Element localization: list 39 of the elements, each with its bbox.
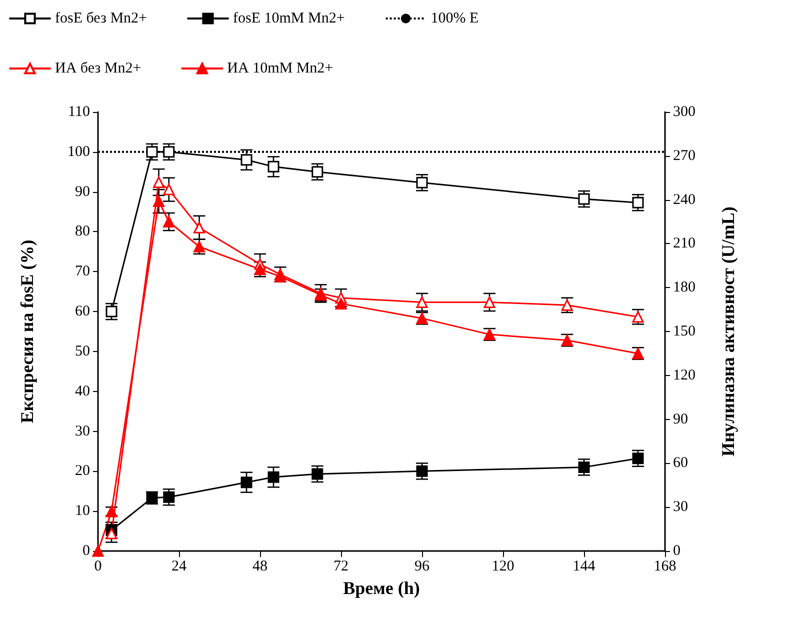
y2-tick-label: 240 bbox=[673, 192, 696, 208]
y2-tick-label: 270 bbox=[673, 148, 696, 164]
y2-tick-label: 150 bbox=[673, 324, 696, 340]
y-tick-label: 60 bbox=[75, 304, 90, 320]
y-tick-label: 90 bbox=[75, 184, 90, 200]
y-axis-title: Експресия на fosE (%) bbox=[17, 240, 37, 424]
y-tick-label: 20 bbox=[75, 463, 90, 480]
legend-label: fosE без Mn2+ bbox=[55, 10, 147, 26]
x-axis-title: Време (h) bbox=[343, 578, 420, 598]
y2-tick-label: 60 bbox=[673, 455, 688, 472]
y2-tick-label: 0 bbox=[673, 543, 680, 559]
legend-label: 100% E bbox=[430, 10, 479, 26]
x-tick-label: 48 bbox=[252, 558, 268, 574]
y2-tick-label: 30 bbox=[673, 499, 688, 516]
y-tick-label: 10 bbox=[75, 503, 90, 520]
y-tick-label: 30 bbox=[75, 423, 90, 440]
x-tick-label: 96 bbox=[414, 558, 430, 574]
y2-tick-label: 300 bbox=[673, 104, 696, 120]
y-tick-label: 100 bbox=[68, 144, 90, 160]
y2-tick-label: 120 bbox=[673, 367, 696, 384]
y-tick-label: 50 bbox=[75, 343, 90, 360]
y-tick-label: 80 bbox=[75, 224, 90, 240]
x-tick-label: 72 bbox=[334, 558, 348, 574]
x-tick-label: 24 bbox=[172, 558, 187, 574]
legend-label: fosE 10mM Mn2+ bbox=[232, 10, 345, 26]
y2-tick-label: 90 bbox=[673, 411, 688, 428]
legend-label: ИА 10mM Mn2+ bbox=[227, 60, 334, 76]
x-tick-label: 0 bbox=[94, 558, 102, 574]
y-tick-label: 0 bbox=[82, 543, 90, 559]
y-tick-label: 70 bbox=[75, 264, 90, 280]
legend-label: ИА без Mn2+ bbox=[55, 60, 142, 76]
y-tick-label: 110 bbox=[68, 104, 90, 120]
y-tick-label: 40 bbox=[75, 383, 90, 400]
y2-tick-label: 210 bbox=[673, 236, 696, 252]
x-tick-label: 144 bbox=[572, 558, 596, 574]
y2-axis-title: Инулиназна активност (U/mL) bbox=[718, 206, 738, 456]
x-tick-label: 120 bbox=[492, 558, 514, 574]
y2-tick-label: 180 bbox=[673, 280, 696, 296]
x-tick-label: 168 bbox=[654, 558, 676, 574]
